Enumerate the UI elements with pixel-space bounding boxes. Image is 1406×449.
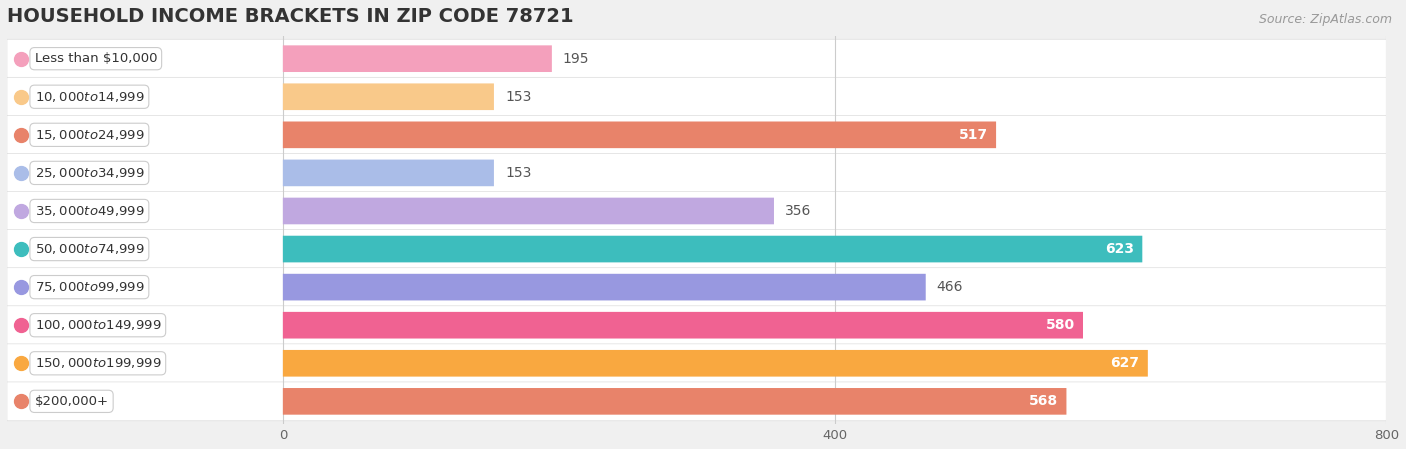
Text: 517: 517 xyxy=(959,128,988,142)
Text: 623: 623 xyxy=(1105,242,1135,256)
Text: 466: 466 xyxy=(936,280,963,294)
Text: $200,000+: $200,000+ xyxy=(35,395,108,408)
FancyBboxPatch shape xyxy=(283,388,1066,415)
FancyBboxPatch shape xyxy=(7,192,1386,230)
Text: 195: 195 xyxy=(562,52,589,66)
Text: $75,000 to $99,999: $75,000 to $99,999 xyxy=(35,280,145,294)
FancyBboxPatch shape xyxy=(283,312,1083,339)
Text: 580: 580 xyxy=(1046,318,1074,332)
FancyBboxPatch shape xyxy=(283,350,1147,377)
FancyBboxPatch shape xyxy=(7,154,1386,192)
Text: Less than $10,000: Less than $10,000 xyxy=(35,52,157,65)
FancyBboxPatch shape xyxy=(283,274,925,300)
Text: 356: 356 xyxy=(785,204,811,218)
Text: $100,000 to $149,999: $100,000 to $149,999 xyxy=(35,318,162,332)
Text: $10,000 to $14,999: $10,000 to $14,999 xyxy=(35,90,145,104)
Text: 627: 627 xyxy=(1111,356,1139,370)
FancyBboxPatch shape xyxy=(7,382,1386,421)
FancyBboxPatch shape xyxy=(7,77,1386,116)
FancyBboxPatch shape xyxy=(7,268,1386,307)
Text: 153: 153 xyxy=(505,166,531,180)
Text: Source: ZipAtlas.com: Source: ZipAtlas.com xyxy=(1258,13,1392,26)
FancyBboxPatch shape xyxy=(7,229,1386,269)
Text: $15,000 to $24,999: $15,000 to $24,999 xyxy=(35,128,145,142)
FancyBboxPatch shape xyxy=(283,84,494,110)
FancyBboxPatch shape xyxy=(7,115,1386,154)
FancyBboxPatch shape xyxy=(7,344,1386,383)
Text: 153: 153 xyxy=(505,90,531,104)
FancyBboxPatch shape xyxy=(283,236,1142,262)
FancyBboxPatch shape xyxy=(7,39,1386,78)
Text: 568: 568 xyxy=(1029,394,1059,408)
FancyBboxPatch shape xyxy=(283,122,995,148)
FancyBboxPatch shape xyxy=(283,45,553,72)
FancyBboxPatch shape xyxy=(283,198,773,224)
FancyBboxPatch shape xyxy=(283,159,494,186)
Text: $25,000 to $34,999: $25,000 to $34,999 xyxy=(35,166,145,180)
Text: $50,000 to $74,999: $50,000 to $74,999 xyxy=(35,242,145,256)
Text: $35,000 to $49,999: $35,000 to $49,999 xyxy=(35,204,145,218)
Text: HOUSEHOLD INCOME BRACKETS IN ZIP CODE 78721: HOUSEHOLD INCOME BRACKETS IN ZIP CODE 78… xyxy=(7,7,574,26)
FancyBboxPatch shape xyxy=(7,306,1386,345)
Text: $150,000 to $199,999: $150,000 to $199,999 xyxy=(35,356,162,370)
